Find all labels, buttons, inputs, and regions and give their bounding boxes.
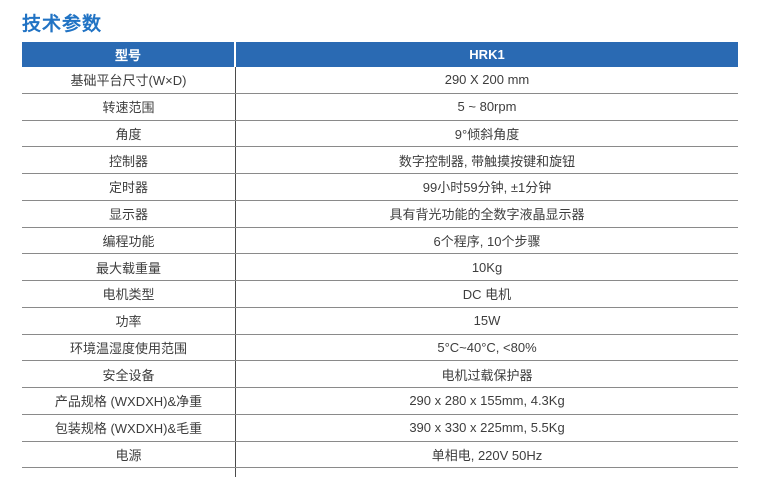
param-label: 电源 [22,441,236,468]
table-row: 编程功能 6个程序, 10个步骤 [22,227,738,255]
param-label: 包装规格 (WXDXH)&毛重 [22,414,236,441]
page-title: 技术参数 [22,14,103,35]
table-row: 定时器 99小时59分钟, ±1分钟 [22,174,738,201]
param-value: 99小时59分钟, ±1分钟 [422,180,552,196]
param-value: 290 x 280 x 155mm, 4.3Kg [409,393,565,409]
table-header-row: 型号 HRK1 [22,42,738,67]
param-label: 电机类型 [22,281,236,307]
param-label: 控制器 [22,147,236,173]
header-param-cell: 型号 [22,42,236,67]
param-label: 定时器 [22,174,236,200]
table-row: 转速范围 5 ~ 80rpm [22,93,738,121]
param-value: 10Kg [471,259,503,275]
param-value: 6个程序, 10个步骤 [433,233,541,249]
table-row: 环境温湿度使用范围 5°C~40°C, <80% [22,334,738,362]
param-value: 5 ~ 80rpm [457,99,517,115]
table-row: 包装规格 (WXDXH)&毛重 390 x 330 x 225mm, 5.5Kg [22,414,738,442]
table-row: 安全设备 电机过载保护器 [22,361,738,388]
param-label: 基础平台尺寸(W×D) [22,67,236,93]
table-row: 电源 单相电, 220V 50Hz [22,441,738,469]
table-row: 显示器 具有背光功能的全数字液晶显示器 [22,200,738,228]
param-label: 编程功能 [22,227,236,254]
table-row: 功率 15W [22,307,738,335]
param-value: 290 X 200 mm [444,72,530,88]
param-label: 功率 [22,307,236,334]
param-value: 电机过载保护器 [441,367,533,383]
table-row: 产品规格 (WXDXH)&净重 290 x 280 x 155mm, 4.3Kg [22,388,738,415]
column-divider-extension [235,468,236,477]
table-row: 角度 9°倾斜角度 [22,120,738,148]
param-value: 9°倾斜角度 [454,126,520,142]
table-row: 最大载重量 10Kg [22,254,738,281]
param-label: 角度 [22,120,236,147]
param-value: DC 电机 [462,287,512,303]
param-value: 15W [473,313,501,329]
param-label: 转速范围 [22,93,236,120]
param-label: 产品规格 (WXDXH)&净重 [22,388,236,414]
table-row: 电机类型 DC 电机 [22,281,738,308]
param-label: 环境温湿度使用范围 [22,334,236,361]
table-row: 控制器 数字控制器, 带触摸按键和旋钮 [22,147,738,174]
table-row: 基础平台尺寸(W×D) 290 X 200 mm [22,67,738,94]
table-body: 基础平台尺寸(W×D) 290 X 200 mm 转速范围 5 ~ 80rpm 角度 9°… [22,67,738,469]
param-label: 最大载重量 [22,254,236,280]
param-label: 安全设备 [22,361,236,387]
param-value: 数字控制器, 带触摸按键和旋钮 [398,153,576,169]
param-label: 显示器 [22,200,236,227]
header-model-cell: HRK1 [469,47,505,62]
param-value: 单相电, 220V 50Hz [431,447,543,463]
param-value: 390 x 330 x 225mm, 5.5Kg [409,420,565,436]
param-value: 5°C~40°C, <80% [437,339,537,355]
param-value: 具有背光功能的全数字液晶显示器 [389,207,585,223]
spec-table: 型号 HRK1 基础平台尺寸(W×D) 290 X 200 mm 转速范围 5 ~ 8… [22,42,738,477]
